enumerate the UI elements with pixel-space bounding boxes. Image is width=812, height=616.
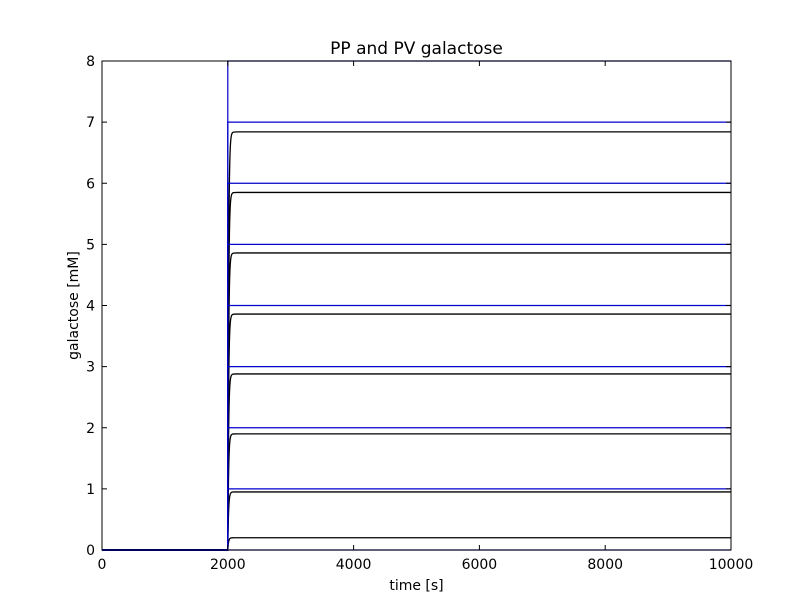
- y-tick-label: 0: [86, 543, 95, 559]
- y-tick-label: 8: [86, 54, 95, 70]
- y-tick-label: 1: [86, 482, 95, 498]
- pv-series-line: [102, 131, 731, 551]
- x-axis-label: time [s]: [389, 578, 443, 594]
- y-tick-label: 3: [86, 360, 95, 376]
- x-tick-label: 2000: [210, 557, 246, 573]
- pv-series-line: [102, 537, 731, 551]
- x-tick-label: 6000: [462, 557, 498, 573]
- chart-title: PP and PV galactose: [330, 39, 503, 59]
- x-tick-label: 4000: [336, 557, 372, 573]
- y-tick-label: 5: [86, 237, 95, 253]
- x-tick-label: 0: [98, 557, 107, 573]
- y-tick-label: 2: [86, 421, 95, 437]
- y-tick-label: 4: [86, 299, 95, 315]
- x-tick-label: 10000: [709, 557, 754, 573]
- y-tick-label: 6: [86, 176, 95, 192]
- x-tick-label: 8000: [587, 557, 623, 573]
- y-tick-label: 7: [86, 115, 95, 131]
- y-axis-label: galactose [mM]: [66, 251, 82, 360]
- ticks-layer: 0 2000 4000 6000 8000 10000 0 1 2 3 4 5 6 7 8: [86, 54, 753, 573]
